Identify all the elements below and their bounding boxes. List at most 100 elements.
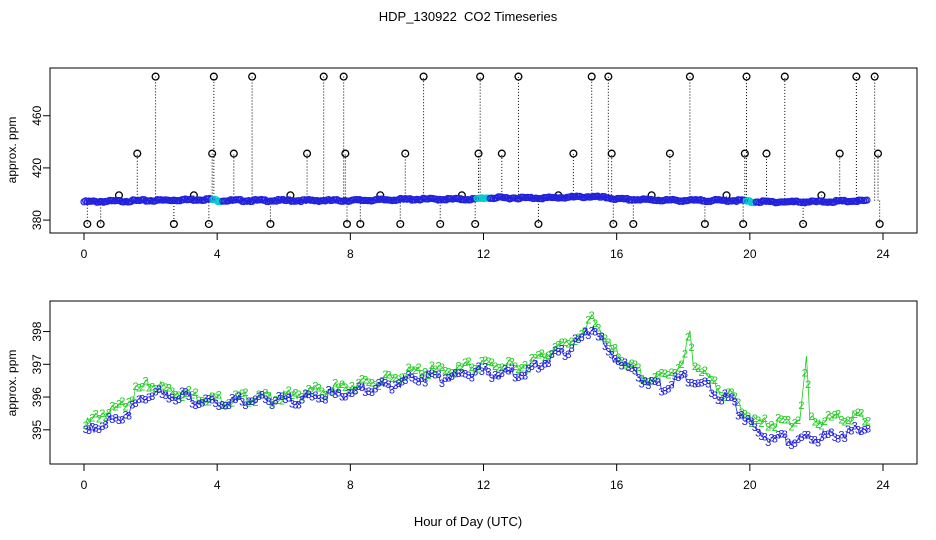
series-3-marker: 3 [845,424,851,436]
series-2-marker: 2 [166,382,172,394]
series-3-marker: 3 [339,391,345,403]
series-3-marker: 3 [282,394,288,406]
series-3-marker: 3 [582,327,588,339]
series-3-marker: 3 [469,372,475,384]
series-3-marker: 3 [828,427,834,439]
series-3-marker: 3 [705,379,711,391]
flagged-point [604,72,613,81]
series-2-marker: 2 [89,412,95,424]
x-tick-label: 4 [214,247,221,261]
x-tick-label: 8 [347,247,354,261]
series-3-marker: 3 [589,326,595,338]
series-2-marker: 2 [589,310,595,322]
series-2-marker: 2 [579,329,585,341]
series-2-marker: 2 [509,357,515,369]
series-3-marker: 3 [539,361,545,373]
series-3-marker: 3 [289,399,295,411]
series-3-marker: 3 [272,395,278,407]
series-2-marker: 2 [629,358,635,370]
series-2-marker: 2 [519,363,525,375]
flagged-point [742,72,751,81]
series-3-marker: 3 [652,376,658,388]
series-3-marker: 3 [542,359,548,371]
data-point [442,196,450,204]
series-2-marker: 2 [346,385,352,397]
series-3-marker: 3 [182,387,188,399]
series-3-marker: 3 [372,383,378,395]
series-3-marker: 3 [116,415,122,427]
series-2-marker: 2 [565,339,571,351]
series-3-marker: 3 [708,388,714,400]
series-3-marker: 3 [369,387,375,399]
y-axis-label: approx. ppm [5,117,19,184]
series-2-marker: 2 [136,383,142,395]
series-3-marker: 3 [156,384,162,396]
series-3-marker: 3 [169,392,175,404]
x-tick-label: 20 [743,247,757,261]
series-2-marker: 2 [682,349,688,361]
series-3-marker: 3 [416,376,422,388]
x-tick-label: 20 [743,478,757,492]
series-3-marker: 3 [475,361,481,373]
series-2-marker: 2 [312,381,318,393]
series-2-marker: 2 [572,336,578,348]
series-2-marker: 2 [639,373,645,385]
series-2-marker: 2 [552,341,558,353]
series-3-marker: 3 [346,387,352,399]
series-2-marker: 2 [808,411,814,423]
series-3-marker: 3 [832,432,838,444]
series-2-marker: 2 [619,355,625,367]
series-3-marker: 3 [635,372,641,384]
series-3-marker: 3 [619,360,625,372]
series-3-marker: 3 [748,416,754,428]
data-point [188,195,196,203]
series-3-marker: 3 [555,346,561,358]
series-2-marker: 2 [615,352,621,364]
flagged-point [607,149,616,158]
data-point [285,196,294,204]
series-2-marker: 2 [815,419,821,431]
x-tick-label: 16 [610,478,624,492]
series-2-marker: 2 [462,357,468,369]
y-axis-label: approx. ppm [5,350,19,417]
series-2-marker: 2 [232,389,238,401]
series-2-marker: 2 [475,363,481,375]
series-3-marker: 3 [768,433,774,445]
series-3-marker: 3 [818,432,824,444]
series-3-marker: 3 [123,409,129,421]
series-3-marker: 3 [329,387,335,399]
series-2-marker: 2 [229,397,235,409]
series-3-marker: 3 [738,410,744,422]
series-2-marker: 2 [143,375,149,387]
series-3-marker: 3 [249,396,255,408]
series-2-marker: 2 [652,372,658,384]
series-3-marker: 3 [349,388,355,400]
series-2-marker: 2 [825,410,831,422]
flagged-point [204,219,213,229]
series-2-marker: 2 [632,359,638,371]
series-2-marker: 2 [96,413,102,425]
series-2-marker: 2 [738,407,744,419]
series-3-marker: 3 [512,372,518,384]
series-2-marker: 2 [592,318,598,330]
series-2-marker: 2 [416,362,422,374]
series-3-marker: 3 [788,440,794,452]
series-2-marker: 2 [852,409,858,421]
series-3-marker: 3 [439,378,445,390]
series-2-marker: 2 [256,389,262,401]
data-point [527,193,535,201]
flagged-point [356,219,365,229]
series-3-marker: 3 [386,379,392,391]
series-2-marker: 2 [199,395,205,407]
y-tick-label: 396 [30,387,44,407]
series-3-marker: 3 [406,370,412,382]
series-2-marker: 2 [452,368,458,380]
series-3-marker: 3 [242,400,248,412]
series-2-marker: 2 [482,355,488,367]
series-3-marker: 3 [718,395,724,407]
series-2-marker: 2 [685,331,691,343]
series-3-marker: 3 [572,333,578,345]
series-3-marker: 3 [782,429,788,441]
series-2-marker: 2 [602,333,608,345]
series-3-marker: 3 [426,369,432,381]
